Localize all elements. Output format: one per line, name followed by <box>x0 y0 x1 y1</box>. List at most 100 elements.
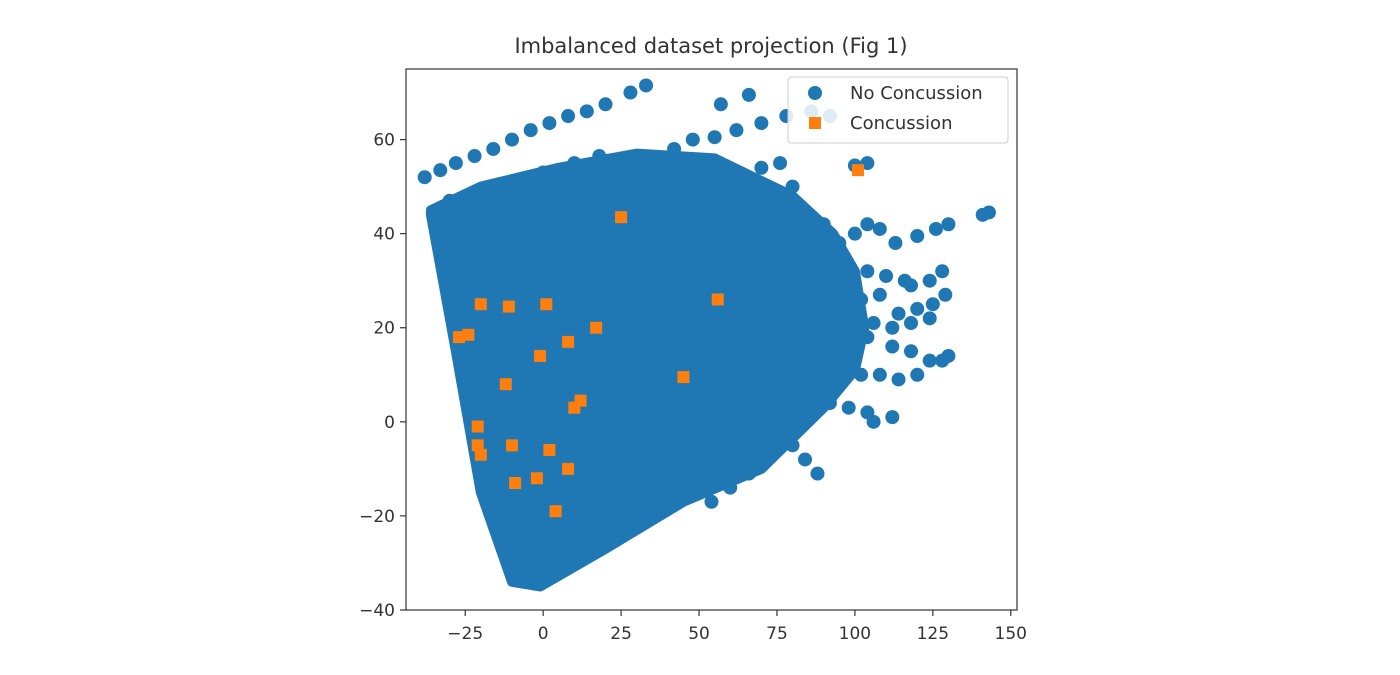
no-concussion-point <box>885 339 900 354</box>
no-concussion-point <box>623 85 638 100</box>
no-concussion-point <box>785 344 800 359</box>
no-concussion-point <box>704 184 719 199</box>
no-concussion-point <box>904 344 919 359</box>
no-concussion-point <box>779 367 794 382</box>
concussion-point <box>502 300 515 313</box>
no-concussion-point <box>417 170 432 185</box>
no-concussion-point <box>938 287 953 302</box>
legend-marker-concussion <box>809 117 821 129</box>
no-concussion-point <box>676 226 691 241</box>
x-tick-label: 0 <box>538 624 549 644</box>
no-concussion-point <box>623 158 638 173</box>
no-concussion-point <box>729 170 744 185</box>
y-tick-label: −20 <box>359 507 395 527</box>
no-concussion-point <box>935 264 950 279</box>
no-concussion-point <box>872 287 887 302</box>
no-concussion-point <box>760 447 775 462</box>
no-concussion-point <box>723 207 738 222</box>
no-concussion-point <box>523 123 538 138</box>
no-concussion-point <box>592 149 607 164</box>
concussion-point <box>711 293 724 306</box>
no-concussion-point <box>433 163 448 178</box>
no-concussion-point <box>810 254 825 269</box>
x-tick-label: 150 <box>995 624 1027 644</box>
no-concussion-point <box>829 287 844 302</box>
no-concussion-point <box>885 410 900 425</box>
concussion-point <box>509 476 522 489</box>
concussion-point <box>499 378 512 391</box>
concussion-point <box>534 349 547 362</box>
legend-label-concussion: Concussion <box>850 113 952 134</box>
no-concussion-point <box>448 156 463 171</box>
no-concussion-point <box>760 273 775 288</box>
legend: No Concussion Concussion <box>787 76 1009 144</box>
no-concussion-point <box>723 250 738 265</box>
no-concussion-point <box>698 217 713 232</box>
axes: −25 0 25 50 75 100 125 150 −40 −20 0 20 40 60 <box>359 68 1027 644</box>
y-tick-label: 60 <box>373 131 395 151</box>
no-concussion-dense-cluster <box>425 148 870 592</box>
no-concussion-point <box>816 311 831 326</box>
no-concussion-point <box>639 78 654 93</box>
no-concussion-point <box>567 156 582 171</box>
no-concussion-point <box>928 221 943 236</box>
no-concussion-point <box>748 198 763 213</box>
x-tick-label: 125 <box>917 624 949 644</box>
no-concussion-point <box>713 97 728 112</box>
concussion-point <box>562 335 575 348</box>
no-concussion-point <box>748 240 763 255</box>
concussion-point <box>452 331 465 344</box>
legend-marker-no-concussion <box>808 86 822 100</box>
no-concussion-point <box>885 320 900 335</box>
no-concussion-point <box>766 189 781 204</box>
x-tick-label: 50 <box>688 624 710 644</box>
no-concussion-point <box>779 287 794 302</box>
no-concussion-point <box>904 278 919 293</box>
legend-label-no-concussion: No Concussion <box>850 83 983 104</box>
x-tick-label: 25 <box>610 624 632 644</box>
no-concussion-point <box>841 400 856 415</box>
no-concussion-point <box>791 316 806 331</box>
no-concussion-point <box>785 438 800 453</box>
no-concussion-point <box>854 367 869 382</box>
no-concussion-point <box>654 203 669 218</box>
no-concussion-point <box>704 494 719 509</box>
no-concussion-point <box>785 391 800 406</box>
no-concussion-point <box>798 221 813 236</box>
no-concussion-point <box>888 236 903 251</box>
no-concussion-point <box>860 330 875 345</box>
no-concussion-point <box>442 193 457 208</box>
no-concussion-point <box>579 104 594 119</box>
no-concussion-point <box>866 316 881 331</box>
no-concussion-point <box>769 424 784 439</box>
legend-box <box>787 76 1009 144</box>
no-concussion-point <box>685 132 700 147</box>
no-concussion-point <box>604 165 619 180</box>
concussion-point <box>471 420 484 433</box>
no-concussion-point <box>860 217 875 232</box>
no-concussion-point <box>832 236 847 251</box>
y-tick-label: 0 <box>384 413 395 433</box>
no-concussion-point <box>860 264 875 279</box>
no-concussion-point <box>754 160 769 175</box>
no-concussion-point <box>561 109 576 124</box>
no-concussion-point <box>816 217 831 232</box>
chart-title: Imbalanced dataset projection (Fig 1) <box>514 34 907 58</box>
no-concussion-point <box>891 372 906 387</box>
concussion-point <box>590 321 603 334</box>
no-concussion-point <box>773 231 788 246</box>
no-concussion-point <box>810 466 825 481</box>
no-concussion-point <box>910 301 925 316</box>
no-concussion-point <box>723 480 738 495</box>
no-concussion-point <box>891 306 906 321</box>
no-concussion-point <box>741 466 756 481</box>
no-concussion-point <box>504 132 519 147</box>
no-concussion-point <box>835 259 850 274</box>
concussion-point <box>474 448 487 461</box>
no-concussion-point <box>810 339 825 354</box>
no-concussion-point <box>922 353 937 368</box>
no-concussion-point <box>841 311 856 326</box>
no-concussion-point <box>741 87 756 102</box>
